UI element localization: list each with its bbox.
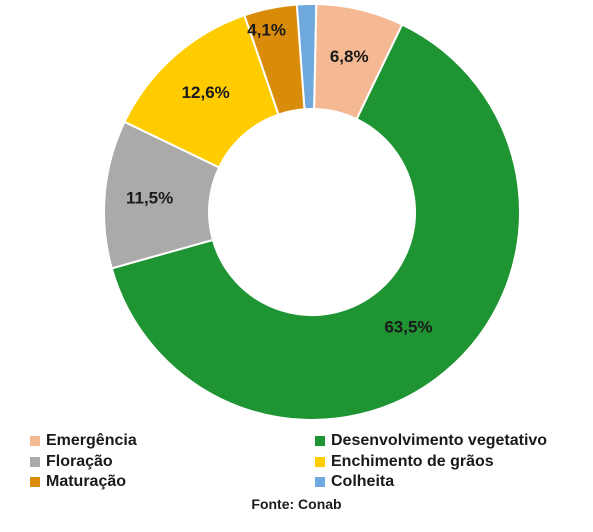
legend-swatch <box>315 436 325 446</box>
legend-label: Floração <box>46 453 113 470</box>
legend-item-maturacao: Maturação <box>30 473 126 491</box>
data-label: 6,8% <box>330 47 369 66</box>
slice-matura-o <box>243 3 306 116</box>
legend-label: Desenvolvimento vegetativo <box>331 432 548 449</box>
slice-desenvolvimento-vegetativo <box>110 23 521 421</box>
legend-label: Maturação <box>46 473 127 490</box>
legend-label: Emergência <box>46 432 137 449</box>
donut-chart: 6,8% 63,5% 11,5% 12,6% 4,1% <box>103 3 521 421</box>
legend-swatch <box>30 436 40 446</box>
source-note: Fonte: Conab <box>251 496 342 512</box>
legend-item-floracao: Floração <box>30 453 113 471</box>
legend-item-colheita: Colheita <box>315 473 394 491</box>
legend-swatch <box>30 477 40 487</box>
data-label: 63,5% <box>384 317 432 336</box>
legend-item-desenvolvimento-vegetativo: Desenvolvimento vegetativo <box>315 432 547 450</box>
legend-swatch <box>30 457 40 467</box>
legend-swatch <box>315 457 325 467</box>
legend-item-enchimento-de-graos: Enchimento de grãos <box>315 453 494 471</box>
data-label: 12,6% <box>182 83 230 102</box>
legend: Emergência Desenvolvimento vegetativo Fl… <box>0 428 593 498</box>
legend-label: Enchimento de grãos <box>331 453 494 470</box>
data-label: 11,5% <box>126 188 173 207</box>
legend-label: Colheita <box>331 473 395 490</box>
legend-swatch <box>315 477 325 487</box>
data-label: 4,1% <box>247 20 286 39</box>
legend-item-emergencia: Emergência <box>30 432 137 450</box>
